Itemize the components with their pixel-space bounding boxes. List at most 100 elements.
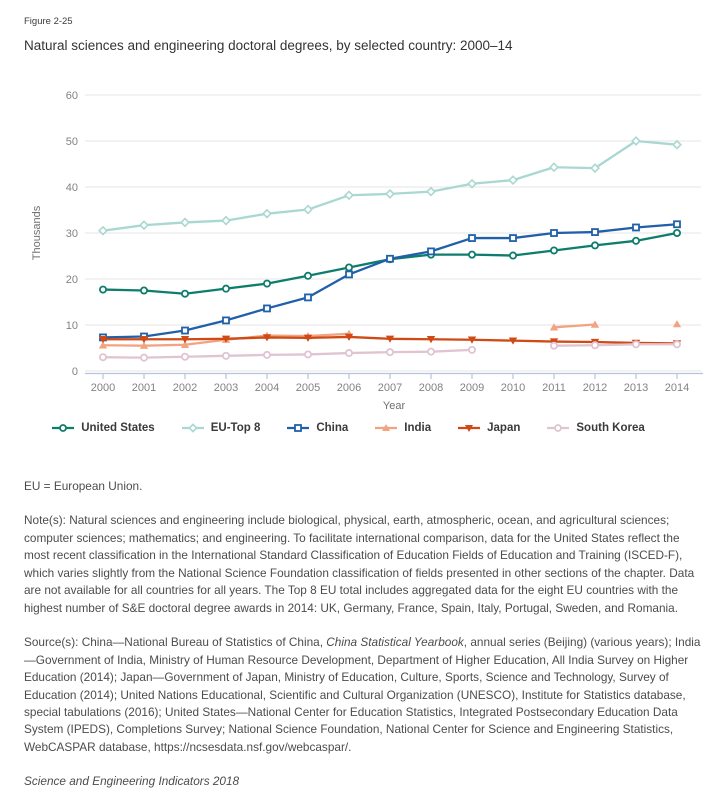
data-point	[303, 350, 312, 359]
legend-marker-shape	[59, 424, 68, 432]
data-point	[550, 229, 558, 237]
data-point	[673, 340, 682, 349]
legend-label: EU-Top 8	[210, 422, 261, 434]
legend-label: Japan	[487, 422, 521, 434]
data-point	[590, 163, 600, 174]
y-axis-title: Thousands	[31, 205, 43, 260]
source-text: , annual series (Beijing) (various years…	[24, 635, 701, 754]
data-point	[304, 293, 312, 302]
data-point	[262, 334, 272, 342]
legend-label: United States	[81, 422, 155, 434]
data-point	[673, 220, 681, 229]
x-tick-label: 2000	[91, 382, 115, 394]
legend-item-india: India	[374, 422, 431, 434]
y-tick-label: 50	[66, 136, 78, 148]
data-point	[549, 323, 559, 331]
data-point	[467, 178, 477, 189]
data-point	[99, 285, 108, 294]
data-point	[344, 349, 353, 358]
data-point	[99, 353, 108, 362]
legend-marker-shape	[382, 424, 391, 431]
data-point	[180, 352, 189, 361]
data-point	[303, 334, 313, 342]
x-tick-label: 2006	[337, 382, 361, 394]
data-point	[508, 251, 517, 260]
legend-marker-icon	[287, 424, 310, 432]
y-tick-label: 30	[66, 228, 78, 240]
legend-marker-icon	[375, 424, 398, 431]
data-point	[386, 254, 394, 263]
series-line	[101, 139, 679, 232]
x-tick-label: 2001	[132, 382, 156, 394]
data-point	[385, 188, 395, 199]
data-point	[672, 320, 682, 328]
legend-marker-shape	[294, 424, 303, 432]
chart-legend: United States EU-Top 8 China India Japan Sout…	[0, 422, 724, 434]
figure-title: Natural sciences and engineering doctora…	[24, 38, 513, 53]
y-tick-label: 60	[66, 90, 78, 102]
figure-number: Figure 2-25	[24, 16, 73, 27]
data-point	[262, 279, 271, 288]
data-point	[303, 204, 313, 215]
y-tick-label: 20	[66, 274, 78, 286]
data-point	[468, 234, 476, 242]
data-point	[180, 340, 190, 348]
data-point	[98, 341, 108, 349]
data-point	[508, 337, 518, 345]
source-italic-title: China Statistical Yearbook	[326, 635, 464, 650]
data-point	[262, 350, 271, 359]
abbreviation-note: EU = European Union.	[24, 479, 143, 493]
data-point	[345, 270, 353, 279]
data-point	[139, 286, 148, 295]
data-point	[221, 284, 230, 293]
legend-label: China	[316, 422, 349, 434]
series-line	[101, 223, 679, 339]
data-point	[98, 336, 108, 344]
x-tick-label: 2004	[255, 382, 279, 394]
data-point	[631, 136, 641, 146]
data-point	[426, 347, 435, 356]
x-tick-label: 2009	[460, 382, 484, 394]
data-point	[139, 341, 149, 349]
data-point	[632, 236, 641, 245]
legend-item-china: China	[286, 422, 348, 434]
data-point	[385, 348, 394, 357]
data-point	[303, 271, 312, 280]
x-tick-label: 2011	[542, 382, 566, 394]
series-line	[552, 323, 597, 329]
data-point	[550, 341, 559, 350]
data-point	[591, 341, 600, 350]
legend-item-south-korea: South Korea	[546, 422, 645, 434]
data-point	[221, 335, 231, 343]
x-tick-label: 2014	[665, 382, 689, 394]
notes-paragraph: Note(s): Natural sciences and engineerin…	[24, 513, 695, 615]
data-point	[181, 326, 189, 335]
publication-footer: Science and Engineering Indicators 2018	[24, 774, 240, 789]
source-paragraph: Source(s): China—National Bureau of Stat…	[24, 634, 702, 756]
legend-item-eu-top-8: EU-Top 8	[181, 422, 261, 434]
data-point	[427, 247, 435, 256]
data-point	[467, 250, 476, 259]
legend-marker-shape	[554, 424, 563, 432]
data-point	[591, 241, 600, 250]
data-point	[263, 304, 271, 313]
x-tick-label: 2010	[501, 382, 525, 394]
data-point	[139, 336, 149, 344]
data-point	[180, 217, 190, 228]
data-point	[467, 336, 477, 344]
data-point	[221, 351, 230, 360]
legend-item-japan: Japan	[457, 422, 520, 434]
x-axis-title: Year	[383, 400, 406, 412]
data-point	[139, 353, 148, 362]
series-line	[101, 231, 679, 295]
data-point	[344, 190, 354, 201]
data-point	[180, 289, 189, 298]
data-point	[139, 220, 149, 231]
y-tick-label: 0	[72, 366, 78, 378]
series-line	[101, 348, 474, 359]
legend-marker-icon	[52, 424, 75, 432]
data-point	[550, 246, 559, 255]
data-point	[632, 340, 641, 349]
x-tick-label: 2013	[624, 382, 648, 394]
